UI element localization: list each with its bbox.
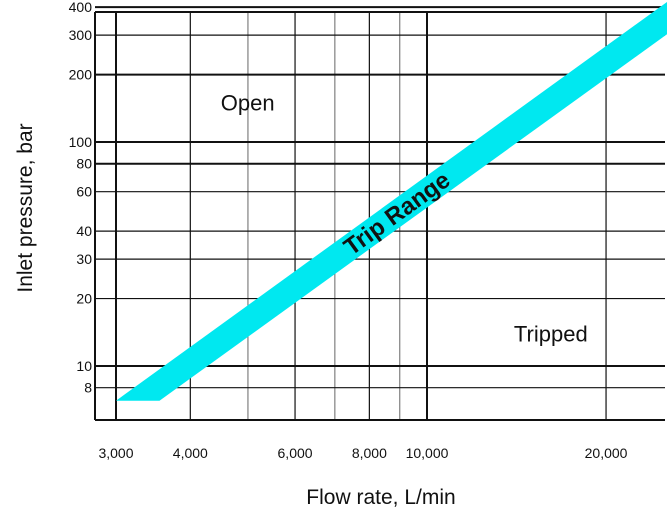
- y-tick-label: 30: [76, 251, 92, 267]
- y-tick-label: 200: [69, 67, 93, 83]
- y-tick-label: 400: [69, 0, 93, 15]
- x-axis-title: Flow rate, L/min: [306, 486, 455, 509]
- y-tick-label: 8: [84, 380, 92, 396]
- y-tick-label: 300: [69, 27, 93, 43]
- region-label-open: Open: [221, 91, 275, 116]
- x-tick-label: 4,000: [173, 445, 208, 461]
- x-tick-label: 8,000: [352, 445, 387, 461]
- trip-range-label: Trip Range: [339, 167, 455, 262]
- x-tick-label: 10,000: [406, 445, 449, 461]
- region-label-tripped: Tripped: [514, 321, 588, 346]
- y-tick-label: 100: [69, 134, 93, 150]
- trip-range-band: [116, 1, 667, 401]
- x-tick-label: 3,000: [98, 445, 133, 461]
- y-tick-label: 20: [76, 291, 92, 307]
- y-tick-label: 80: [76, 156, 92, 172]
- y-axis-title: Inlet pressure, bar: [14, 123, 37, 292]
- grid-lines: [94, 6, 665, 421]
- x-tick-label: 6,000: [278, 445, 313, 461]
- y-tick-label: 10: [76, 358, 92, 374]
- y-tick-label: 40: [76, 223, 92, 239]
- tick-labels: 8 10 20 30 40 60 80 100 200 300 400 3,000 4,000 6,000…: [69, 0, 628, 461]
- y-tick-label: 60: [76, 184, 92, 200]
- x-tick-label: 20,000: [585, 445, 628, 461]
